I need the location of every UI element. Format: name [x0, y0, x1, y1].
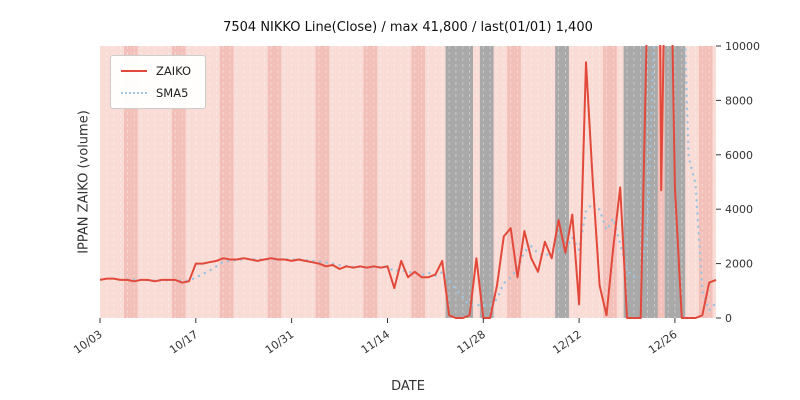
zaiko-line-swatch: [121, 70, 147, 72]
svg-text:8000: 8000: [725, 94, 753, 107]
sma5-line-swatch: [121, 92, 147, 94]
svg-text:12/26: 12/26: [646, 328, 679, 357]
legend: ZAIKO SMA5: [110, 55, 207, 109]
chart-title: 7504 NIKKO Line(Close) / max 41,800 / la…: [223, 20, 593, 35]
legend-label-zaiko: ZAIKO: [156, 64, 192, 78]
legend-item-zaiko: ZAIKO: [121, 64, 191, 78]
svg-text:4000: 4000: [725, 203, 753, 216]
legend-item-sma5: SMA5: [121, 86, 191, 100]
x-axis-label: DATE: [391, 379, 425, 394]
svg-text:11/14: 11/14: [359, 328, 392, 357]
svg-text:6000: 6000: [725, 149, 753, 162]
svg-text:10/17: 10/17: [167, 328, 200, 357]
svg-text:11/28: 11/28: [455, 328, 488, 357]
svg-text:10/03: 10/03: [71, 328, 104, 357]
svg-text:10/31: 10/31: [263, 328, 296, 357]
svg-text:2000: 2000: [725, 258, 753, 271]
svg-text:12/12: 12/12: [550, 328, 583, 357]
svg-text:10000: 10000: [725, 40, 760, 53]
y-axis-label: IPPAN ZAIKO (volume): [76, 110, 92, 254]
svg-text:0: 0: [725, 312, 732, 325]
legend-label-sma5: SMA5: [156, 86, 189, 100]
